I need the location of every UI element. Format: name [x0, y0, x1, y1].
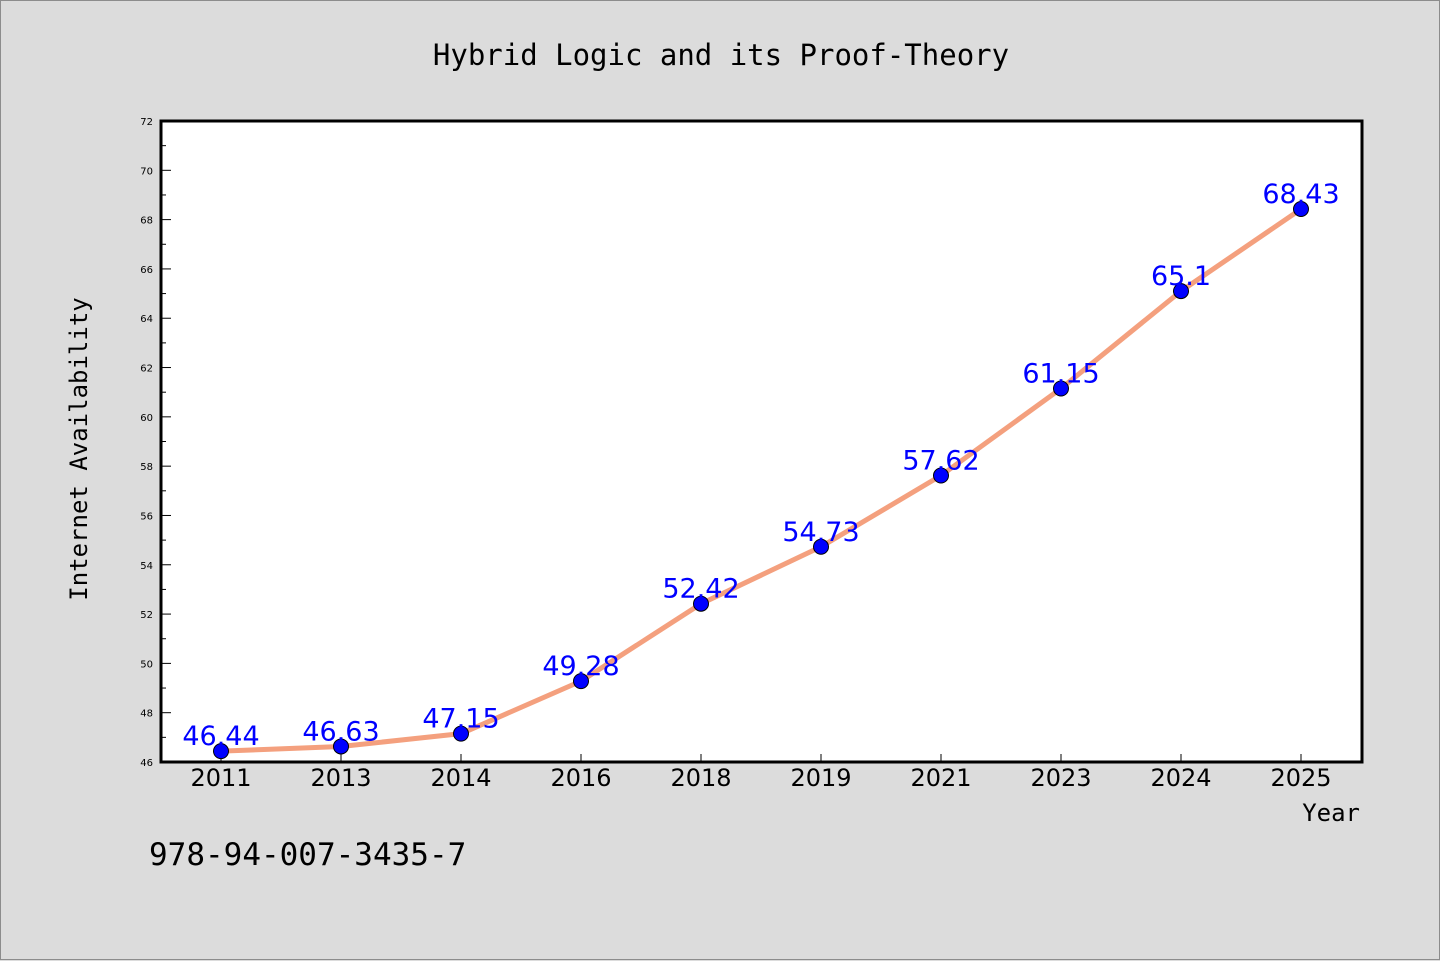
y-tick-label: 70: [140, 166, 153, 177]
data-point: [1173, 283, 1189, 300]
data-point: [693, 595, 709, 612]
y-axis-label: Internet Availability: [65, 297, 93, 600]
x-tick-label: 2011: [190, 764, 251, 792]
data-label: 52.42: [662, 574, 739, 605]
y-axis: 46 48 50 52 54 56 58 60 62 64 66 68 70 72: [140, 117, 171, 769]
data-markers: [213, 201, 1309, 760]
x-tick-label: 2019: [790, 764, 851, 792]
y-tick-label: 54: [140, 561, 153, 572]
y-tick-label: 68: [140, 216, 153, 227]
data-point: [573, 673, 589, 690]
data-point: [813, 538, 829, 555]
x-tick-label: 2023: [1030, 764, 1091, 792]
data-label: 61.15: [1022, 358, 1099, 389]
x-tick-label: 2014: [430, 764, 491, 792]
data-label: 68.43: [1262, 179, 1339, 210]
data-label: 57.62: [902, 446, 979, 477]
data-point: [333, 738, 349, 755]
data-label: 46.63: [302, 716, 379, 747]
x-axis: 2011 2013 2014 2016 2018 2019 2021 2023 2024 2025: [190, 754, 1332, 792]
series-line: [218, 206, 1304, 754]
y-tick-label: 58: [140, 462, 153, 473]
y-tick-label: 50: [140, 659, 153, 670]
data-point: [933, 467, 949, 484]
isbn-text: 978-94-007-3435-7: [149, 837, 466, 873]
x-tick-label: 2024: [1150, 764, 1211, 792]
y-tick-label: 52: [140, 610, 153, 621]
x-tick-label: 2025: [1270, 764, 1331, 792]
x-tick-label: 2013: [310, 764, 371, 792]
y-tick-label: 48: [140, 709, 153, 720]
x-axis-label: Year: [1302, 799, 1360, 827]
y-tick-label: 56: [140, 511, 153, 522]
y-tick-label: 66: [140, 265, 153, 276]
y-tick-label: 46: [140, 758, 153, 769]
plot-area: [159, 119, 1364, 764]
x-tick-label: 2016: [550, 764, 611, 792]
data-label: 47.15: [422, 704, 499, 735]
data-labels: 46.44 46.63 47.15 49.28 52.42 54.73 57.62 61.15…: [182, 179, 1339, 752]
x-tick-label: 2021: [910, 764, 971, 792]
x-tick-label: 2018: [670, 764, 731, 792]
y-tick-label: 60: [140, 413, 153, 424]
chart-title: Hybrid Logic and its Proof-Theory: [433, 38, 1009, 72]
data-point: [213, 743, 229, 760]
data-label: 65.1: [1151, 261, 1211, 292]
y-tick-label: 72: [140, 117, 153, 128]
data-label: 54.73: [782, 517, 859, 548]
data-label: 49.28: [542, 651, 619, 682]
y-tick-label: 62: [140, 364, 153, 375]
data-point: [1053, 380, 1069, 397]
data-point: [453, 725, 469, 742]
y-tick-label: 64: [140, 314, 153, 325]
data-point: [1293, 201, 1309, 218]
data-label: 46.44: [182, 721, 259, 752]
